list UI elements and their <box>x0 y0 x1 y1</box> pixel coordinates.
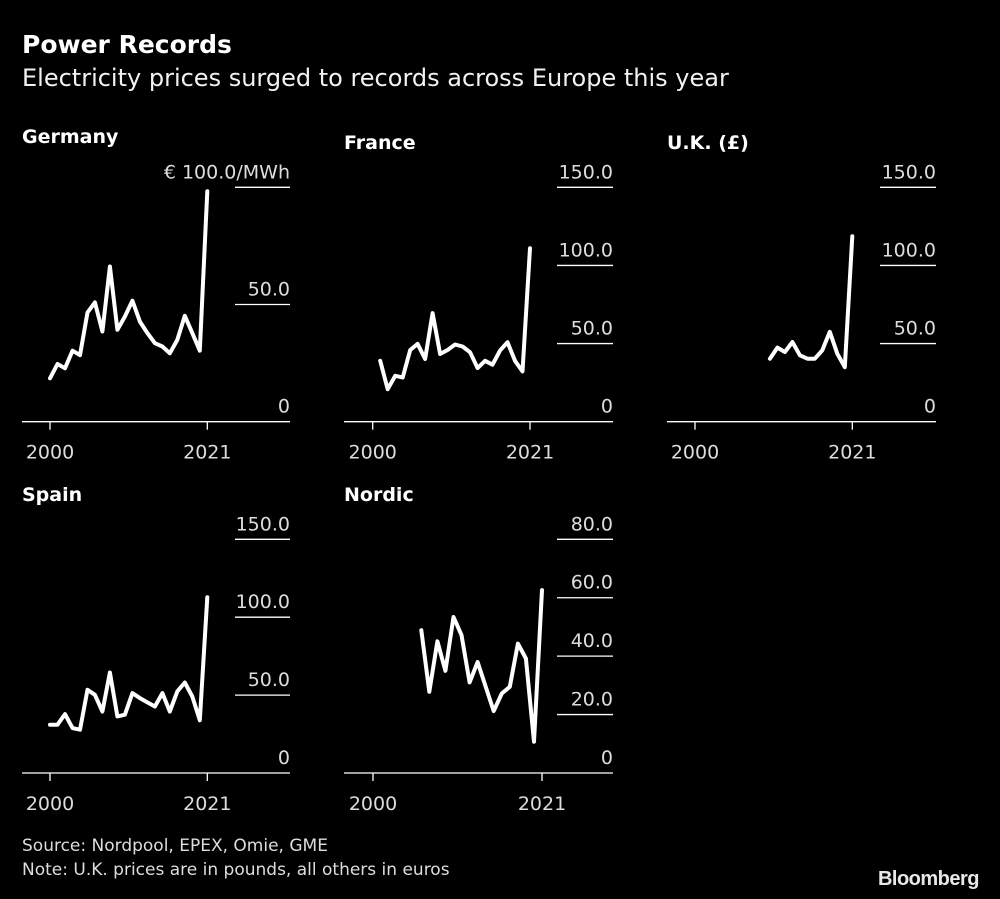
y-tick-label: 100.0 <box>236 591 290 613</box>
panel-title: Spain <box>22 484 82 506</box>
y-tick-label: 0 <box>278 747 290 769</box>
y-tick-label: 20.0 <box>571 689 613 711</box>
x-tick-label: 2021 <box>183 442 231 464</box>
y-tick-label: 150.0 <box>882 161 936 183</box>
chart-subtitle: Electricity prices surged to records acr… <box>22 64 729 92</box>
panel-u-k: U.K. (£) 0 50.0 100.0 150.0 2000 2021 <box>667 132 936 464</box>
bloomberg-logo: Bloomberg <box>877 868 980 890</box>
price-line-germany <box>48 189 210 381</box>
y-tick-label: 50.0 <box>571 318 613 340</box>
y-tick-label: 50.0 <box>248 669 290 691</box>
panel-spain: Spain 0 50.0 100.0 150.0 2000 2021 <box>22 484 290 815</box>
x-tick-label: 2021 <box>828 442 876 464</box>
x-tick-label: 2021 <box>506 442 554 464</box>
footnote: Note: U.K. prices are in pounds, all oth… <box>22 860 450 880</box>
panel-title: France <box>344 132 416 154</box>
x-tick-label: 2000 <box>26 442 74 464</box>
y-tick-label: € 100.0/MWh <box>164 161 290 183</box>
y-tick-label: 100.0 <box>559 239 613 261</box>
x-tick-label: 2021 <box>518 793 566 815</box>
panel-title: U.K. (£) <box>667 132 749 154</box>
chart-title: Power Records <box>22 30 232 59</box>
x-tick-label: 2000 <box>349 793 397 815</box>
x-tick-label: 2021 <box>183 793 231 815</box>
y-tick-label: 100.0 <box>882 239 936 261</box>
y-tick-label: 50.0 <box>248 279 290 301</box>
x-tick-label: 2000 <box>26 793 74 815</box>
y-tick-label: 0 <box>601 396 613 418</box>
price-line-france <box>378 246 532 392</box>
x-tick-label: 2000 <box>671 442 719 464</box>
y-tick-label: 0 <box>924 396 936 418</box>
y-tick-label: 80.0 <box>571 513 613 535</box>
y-tick-label: 0 <box>278 396 290 418</box>
y-tick-label: 150.0 <box>236 513 290 535</box>
price-line-nordic <box>419 588 544 744</box>
panel-title: Germany <box>22 126 119 148</box>
y-tick-label: 50.0 <box>894 318 936 340</box>
y-tick-label: 60.0 <box>571 572 613 594</box>
panel-france: France 0 50.0 100.0 150.0 2000 2021 <box>344 132 613 464</box>
panel-nordic: Nordic 0 20.0 40.0 60.0 80.0 2000 2021 <box>344 484 613 815</box>
y-tick-label: 40.0 <box>571 630 613 652</box>
y-tick-label: 150.0 <box>559 161 613 183</box>
x-tick-label: 2000 <box>349 442 397 464</box>
panel-germany: Germany 0 50.0 € 100.0/MWh 2000 2021 <box>22 126 290 464</box>
y-tick-label: 0 <box>601 747 613 769</box>
price-line-u-k <box>767 234 855 370</box>
source-note: Source: Nordpool, EPEX, Omie, GME <box>22 836 328 856</box>
price-line-spain <box>48 595 210 732</box>
panel-title: Nordic <box>344 484 414 506</box>
